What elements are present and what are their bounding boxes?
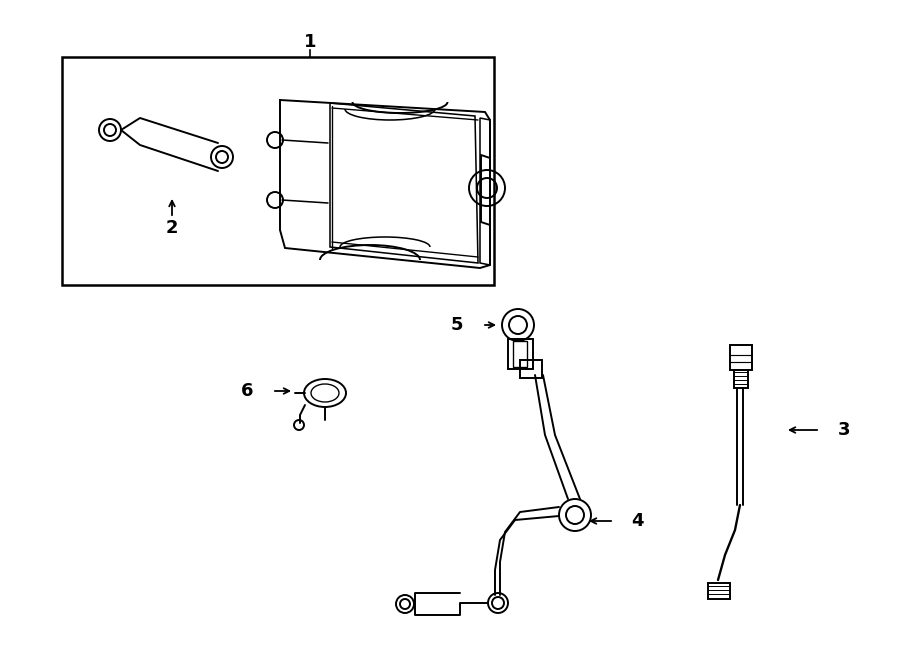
Bar: [734, 370, 748, 388]
Bar: [708, 583, 730, 599]
Bar: [513, 341, 527, 367]
Bar: [730, 345, 752, 370]
Bar: [520, 360, 542, 378]
Text: 4: 4: [631, 512, 644, 530]
Bar: [508, 339, 533, 369]
Bar: [62, 57, 494, 285]
Text: 1: 1: [304, 33, 316, 51]
Text: 3: 3: [838, 421, 850, 439]
Text: 5: 5: [451, 316, 463, 334]
Text: 2: 2: [166, 219, 178, 237]
Text: 6: 6: [240, 382, 253, 400]
